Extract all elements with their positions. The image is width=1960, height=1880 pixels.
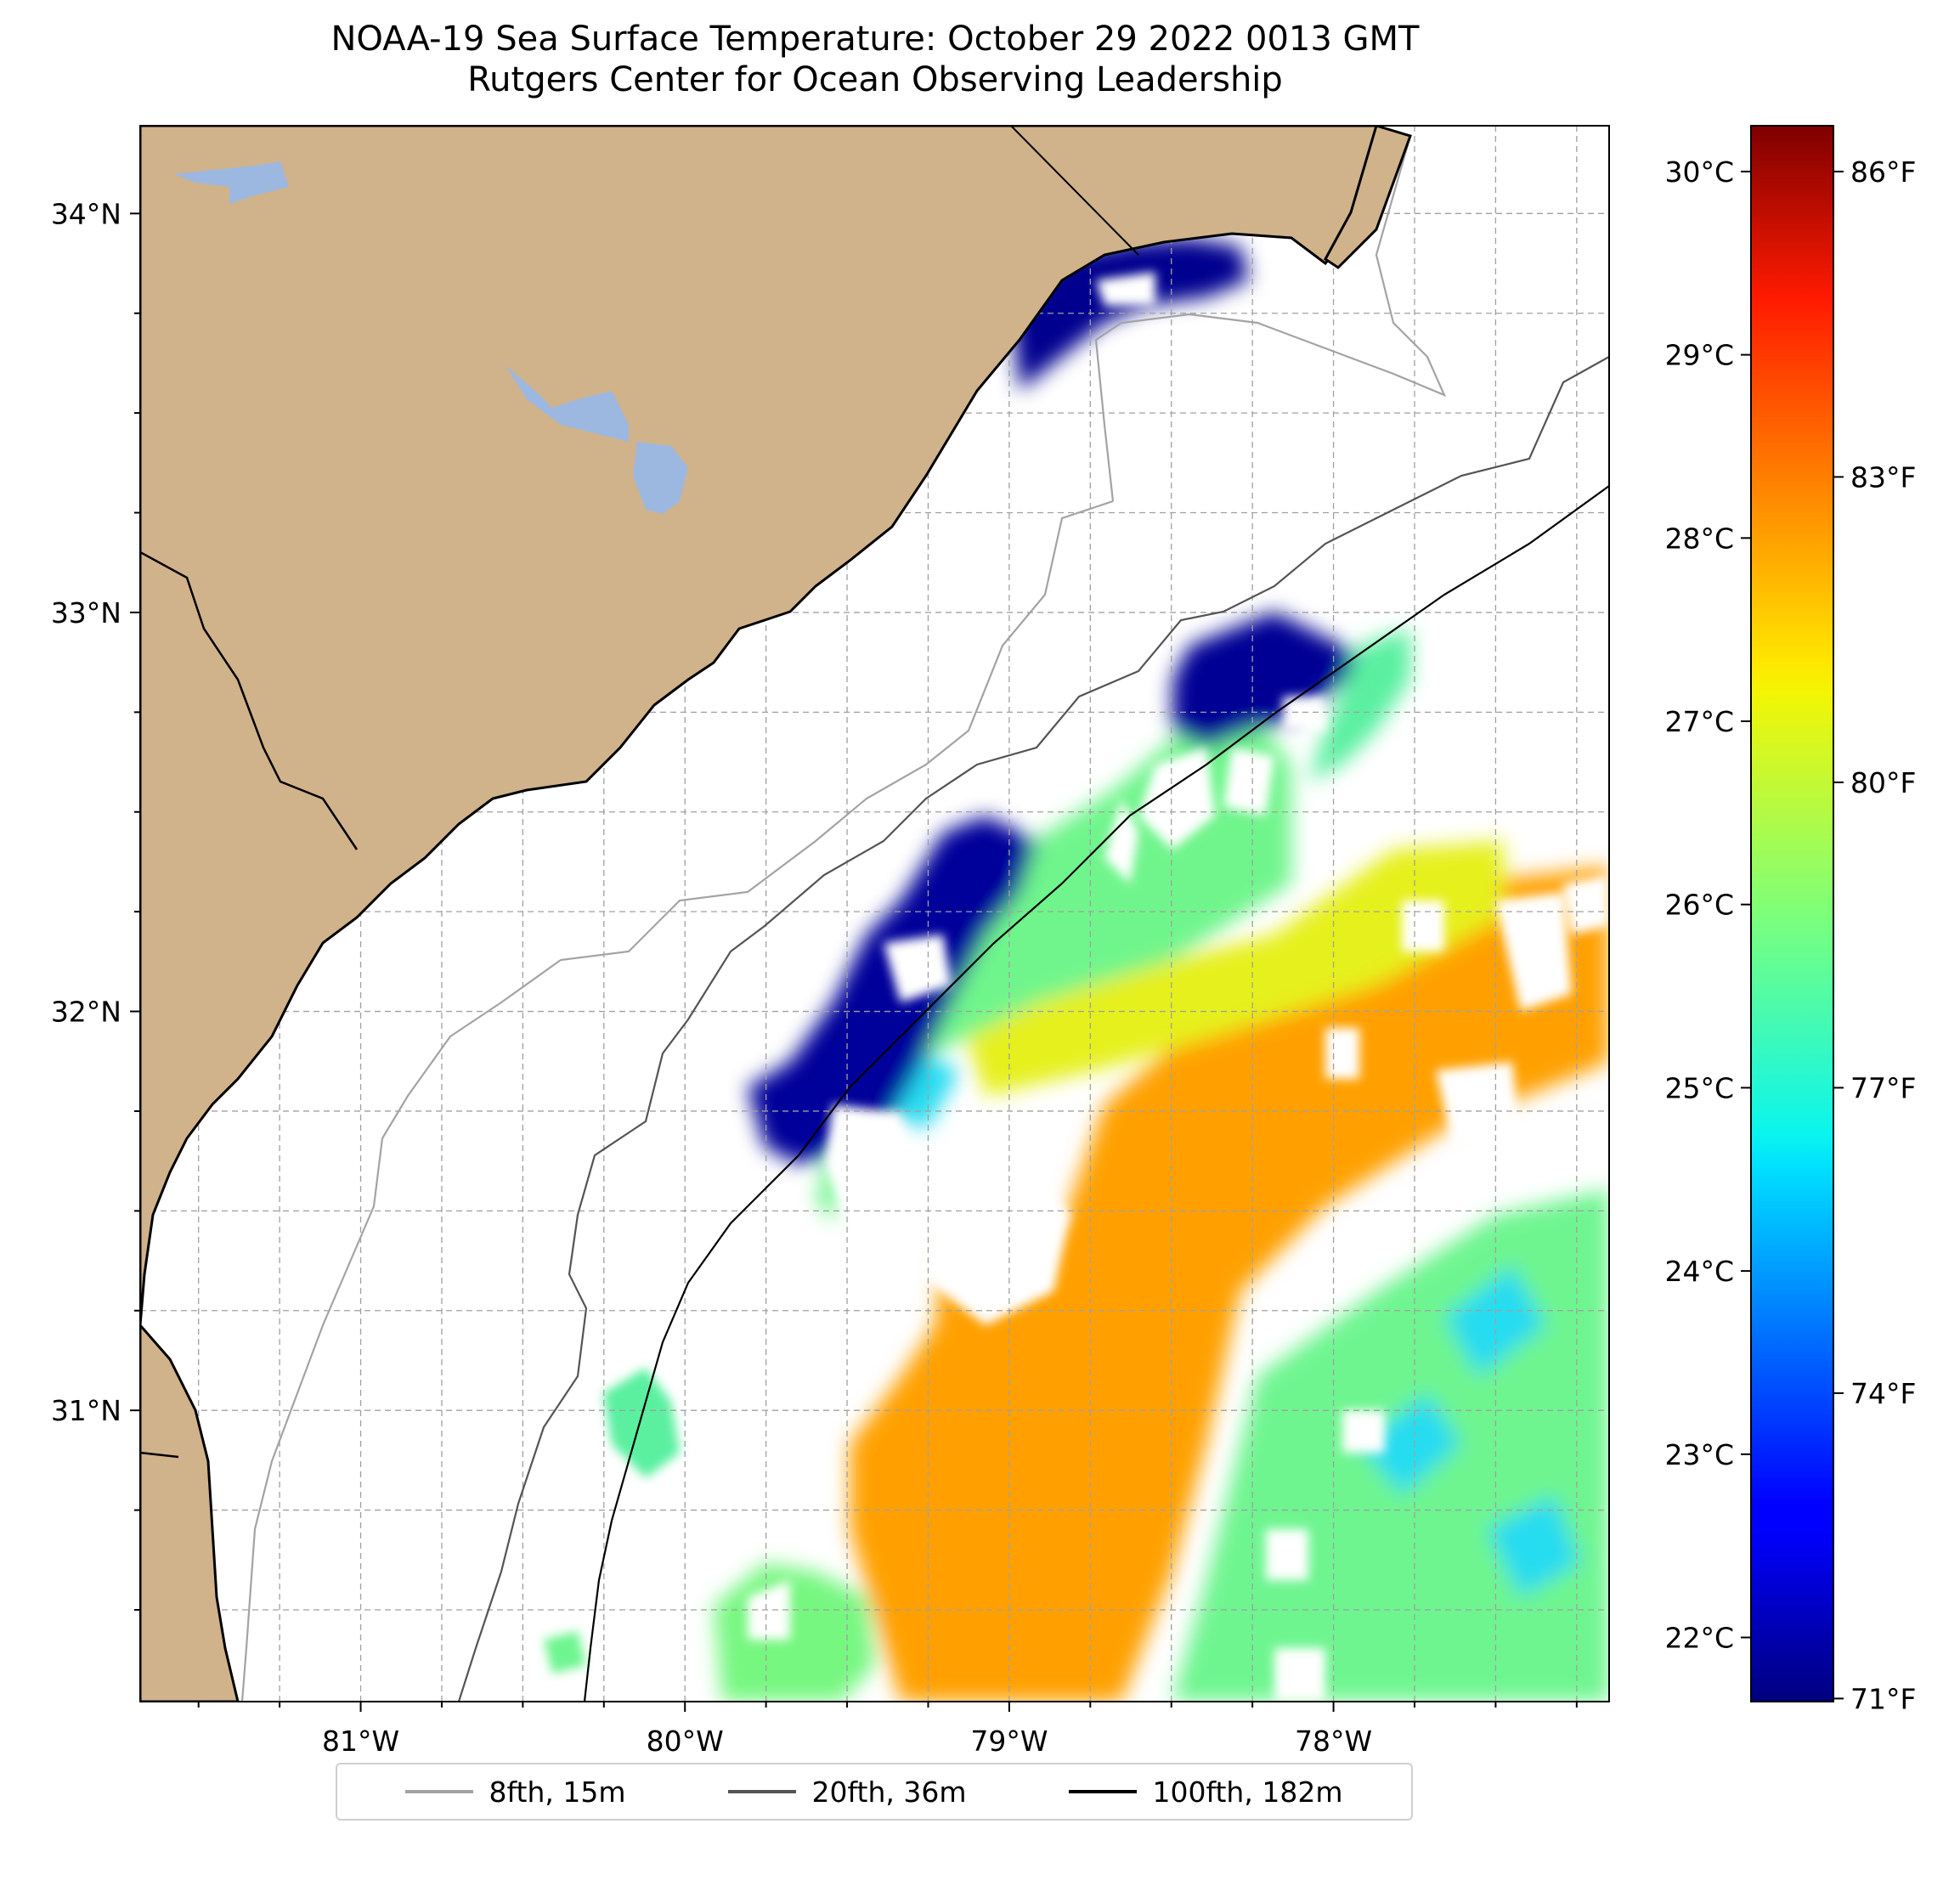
fahrenheit-tick-label: 80°F — [1850, 766, 1916, 799]
lat-tick-label: 31°N — [51, 1394, 121, 1427]
legend-label: 8fth, 15m — [489, 1775, 626, 1809]
legend-item: 20fth, 36m — [728, 1776, 966, 1809]
isobath-legend: 8fth, 15m 20fth, 36m 100fth, 182m — [336, 1763, 1413, 1821]
isobath-20fth — [457, 356, 1609, 1702]
colorbar-gradient — [1750, 125, 1834, 1702]
title-line-1: NOAA-19 Sea Surface Temperature: October… — [330, 20, 1420, 59]
isobath-8fth — [240, 500, 1114, 1702]
sst-region-warm-core — [850, 867, 1609, 1702]
state-border — [1010, 126, 1139, 256]
land-coastal-strip — [140, 1323, 240, 1702]
cloud-gap — [884, 934, 952, 1002]
legend-line-swatch — [405, 1790, 474, 1793]
cloud-gap — [1138, 748, 1215, 850]
land-cape-fear — [1324, 126, 1412, 269]
legend-item: 8fth, 15m — [405, 1775, 626, 1809]
legend-label: 100fth, 182m — [1152, 1775, 1343, 1809]
lon-tick-label: 80°W — [647, 1725, 724, 1758]
celsius-tick-label: 25°C — [1664, 1071, 1734, 1104]
sst-region-cold-west — [748, 816, 1036, 1164]
cloud-gap — [1283, 697, 1325, 731]
cloud-gap — [1342, 1410, 1385, 1453]
map-frame — [139, 125, 1610, 1702]
cloud-gap — [1402, 900, 1444, 951]
legend-line-swatch — [728, 1790, 797, 1793]
lake-marion — [506, 365, 629, 442]
lat-tick-label: 32°N — [51, 996, 121, 1029]
cloud-gap — [1274, 1648, 1325, 1702]
fahrenheit-tick-label: 74°F — [1850, 1377, 1916, 1410]
land-mainland — [140, 126, 1382, 1326]
latitude-axis: 34°N 33°N 32°N 31°N — [51, 197, 140, 1611]
cloud-gap — [1325, 1028, 1359, 1079]
map-area — [140, 126, 1609, 1702]
cloud-gap — [1104, 799, 1138, 884]
sst-region-cold-central-north — [1172, 612, 1368, 748]
longitude-axis: 81°W 80°W 79°W 78°W — [197, 1702, 1578, 1758]
legend-item: 100fth, 182m — [1069, 1776, 1342, 1809]
lon-tick-label: 78°W — [1295, 1725, 1372, 1758]
cloud-gap — [1266, 1529, 1308, 1580]
lat-tick-label: 34°N — [51, 197, 121, 230]
chart-title: NOAA-19 Sea Surface Temperature: October… — [140, 19, 1610, 100]
colorbar: 30°C 29°C 28°C 27°C 26°C 25°C 24°C 23°C 22°C 86°… — [1664, 125, 1916, 1715]
fahrenheit-tick-label: 83°F — [1850, 460, 1916, 494]
cloud-gap — [1495, 892, 1572, 1011]
colorbar-fahrenheit-axis: 86°F 83°F 80°F 77°F 74°F 71°F — [1833, 155, 1916, 1715]
legend-label: 20fth, 36m — [811, 1775, 967, 1809]
celsius-tick-label: 27°C — [1664, 705, 1734, 738]
celsius-tick-label: 24°C — [1664, 1255, 1734, 1288]
celsius-tick-label: 26°C — [1664, 889, 1734, 922]
lat-tick-label: 33°N — [51, 596, 121, 629]
cloud-gap — [1096, 272, 1155, 306]
celsius-tick-label: 22°C — [1664, 1622, 1734, 1655]
sst-region-yellow-band — [960, 841, 1504, 1096]
fahrenheit-tick-label: 86°F — [1850, 155, 1916, 189]
celsius-tick-label: 28°C — [1664, 522, 1734, 555]
isobath-8fth-north — [1094, 135, 1447, 502]
lon-tick-label: 79°W — [970, 1725, 1048, 1758]
sst-patch-west — [603, 1368, 680, 1478]
isobath-100fth — [583, 485, 1609, 1702]
state-border-west — [140, 550, 359, 850]
state-border-south — [140, 1451, 179, 1459]
legend-line-swatch — [1069, 1790, 1138, 1793]
fahrenheit-tick-label: 71°F — [1850, 1682, 1916, 1715]
celsius-tick-label: 30°C — [1664, 155, 1734, 189]
cloud-gap — [748, 1580, 790, 1640]
lake-top-left — [174, 161, 289, 204]
sst-region-cyan-patches — [875, 1053, 1580, 1597]
lon-tick-label: 81°W — [322, 1725, 399, 1758]
celsius-tick-label: 23°C — [1664, 1438, 1734, 1471]
colorbar-celsius-axis: 30°C 29°C 28°C 27°C 26°C 25°C 24°C 23°C 22°C — [1664, 155, 1751, 1655]
celsius-tick-label: 29°C — [1664, 339, 1734, 372]
cloud-gap — [1563, 875, 1609, 934]
cloud-gap — [1436, 1062, 1521, 1147]
sea-surface-temperature-field — [544, 238, 1609, 1702]
title-line-2: Rutgers Center for Ocean Observing Leade… — [467, 60, 1283, 99]
fahrenheit-tick-label: 77°F — [1850, 1071, 1916, 1104]
sst-patch-southwest — [544, 1631, 586, 1674]
lake-moultrie — [633, 442, 688, 514]
cloud-gap — [1223, 748, 1274, 816]
